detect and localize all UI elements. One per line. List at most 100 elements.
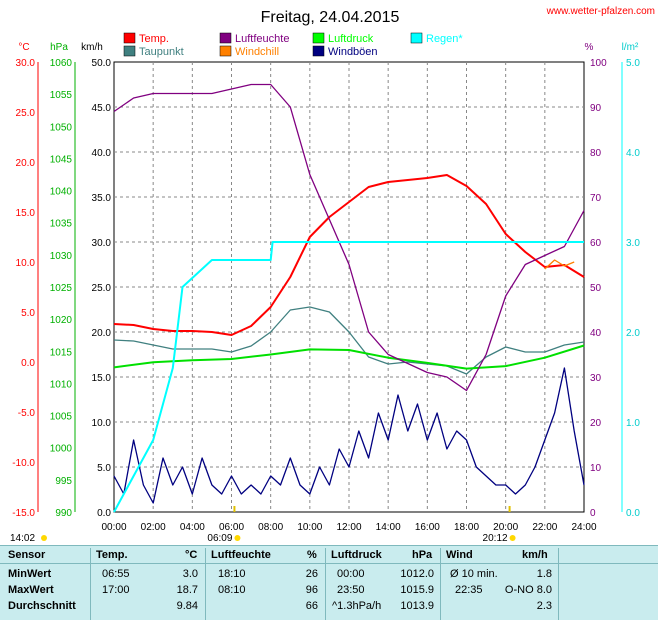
temperature-tick-label: -5.0: [18, 408, 36, 419]
temperature-tick-label: 25.0: [16, 108, 36, 119]
humidity-tick-label: 50: [590, 283, 602, 294]
stats-wind-unit: km/h: [522, 549, 548, 561]
time-tick-label: 04:00: [180, 522, 205, 533]
stats-press-trend: ^1.3hPa/h: [332, 600, 382, 612]
x-axis-ticks: 00:00 02:00 04:00 06:00 08:00 10:00 12:00 14:00…: [101, 522, 596, 533]
humidity-tick-label: 0: [590, 508, 596, 519]
temperature-tick-label: -10.0: [12, 458, 35, 469]
pressure-tick-label: 1060: [50, 58, 73, 69]
stats-sensor-header: Sensor: [8, 549, 46, 561]
wind-tick-label: 35.0: [92, 193, 112, 204]
stats-hum-max-time: 08:10: [218, 584, 246, 596]
humidity-tick-label: 40: [590, 328, 602, 339]
wind-tick-label: 45.0: [92, 103, 112, 114]
humidity-tick-label: 30: [590, 373, 602, 384]
pressure-tick-label: 995: [55, 476, 72, 487]
left-axes-ticks: 30.0 25.0 20.0 15.0 10.0 5.0 0.0 -5.0 -10.0 -15.0…: [12, 58, 111, 519]
pressure-tick-label: 1050: [50, 122, 73, 133]
temperature-tick-label: -15.0: [12, 508, 35, 519]
humidity-tick-label: 100: [590, 58, 607, 69]
time-tick-label: 02:00: [141, 522, 166, 533]
wind-tick-label: 50.0: [92, 58, 112, 69]
temperature-tick-label: 5.0: [21, 308, 35, 319]
stats-wind-header: Wind: [446, 549, 473, 561]
pressure-tick-label: 1000: [50, 444, 73, 455]
daylight-icon: [41, 535, 47, 541]
stats-row-min: MinWert: [8, 568, 52, 580]
pressure-tick-label: 1055: [50, 90, 73, 101]
stats-temp-max-value: 18.7: [176, 584, 198, 596]
time-tick-label: 12:00: [336, 522, 361, 533]
sunrise-icon: [234, 535, 241, 541]
stats-temp-min-value: 3.0: [182, 568, 198, 580]
stats-hum-max-value: 96: [305, 584, 318, 596]
legend-swatch: [312, 32, 325, 44]
rain-tick-label: 0.0: [626, 508, 640, 519]
stats-hum-min-value: 26: [305, 568, 318, 580]
pressure-tick-label: 1030: [50, 251, 73, 262]
series-line-luftfeuchte: [113, 83, 585, 392]
stats-temp-avg-value: 9.84: [176, 600, 198, 612]
pressure-tick-label: 1035: [50, 219, 73, 230]
legend-label: Windböen: [328, 46, 378, 58]
wind-tick-label: 15.0: [92, 373, 112, 384]
series-line-windben: [113, 367, 585, 504]
legend-label: Taupunkt: [139, 46, 184, 58]
time-tick-label: 16:00: [415, 522, 440, 533]
humidity-tick-label: 80: [590, 148, 602, 159]
stats-temp-unit: °C: [185, 549, 198, 561]
humidity-tick-label: 20: [590, 418, 602, 429]
legend-swatch: [123, 45, 136, 57]
legend-label: Regen*: [426, 33, 463, 45]
sun-markers: 06:09 20:12 14:02: [10, 506, 516, 544]
pressure-tick-label: 1005: [50, 412, 73, 423]
time-tick-label: 10:00: [297, 522, 322, 533]
stats-hum-avg-value: 66: [305, 600, 318, 612]
stats-hum-header: Luftfeuchte: [211, 549, 271, 561]
pressure-tick-label: 1020: [50, 315, 73, 326]
legend-swatch: [410, 32, 423, 44]
stats-press-header: Luftdruck: [331, 549, 382, 561]
rain-tick-label: 3.0: [626, 238, 640, 249]
time-tick-label: 20:00: [493, 522, 518, 533]
stats-temp-max-time: 17:00: [102, 584, 130, 596]
stats-temp-min-time: 06:55: [102, 568, 130, 580]
wind-unit-label: km/h: [81, 42, 103, 53]
temperature-tick-label: 15.0: [16, 208, 36, 219]
stats-press-avg-value: 1013.9: [400, 600, 434, 612]
rain-tick-label: 4.0: [626, 148, 640, 159]
stats-press-max-time: 23:50: [337, 584, 365, 596]
rain-tick-label: 1.0: [626, 418, 640, 429]
sunset-icon: [509, 535, 516, 541]
rain-tick-label: 5.0: [626, 58, 640, 69]
wind-tick-label: 20.0: [92, 328, 112, 339]
legend-swatch: [312, 45, 325, 57]
temperature-tick-label: 0.0: [21, 358, 35, 369]
stats-wind-max-time: 22:35: [455, 584, 483, 596]
chart-legend: Temp. Luftfeuchte Luftdruck Regen* Taupunkt W…: [123, 32, 463, 58]
time-tick-label: 18:00: [454, 522, 479, 533]
stats-wind-min-value: 1.8: [536, 568, 552, 580]
humidity-unit-label: %: [585, 42, 594, 53]
time-tick-label: 06:00: [219, 522, 244, 533]
chart-title: Freitag, 24.04.2015: [261, 9, 400, 26]
stats-row-avg: Durchschnitt: [8, 600, 76, 612]
time-tick-label: 00:00: [101, 522, 126, 533]
stats-press-min-time: 00:00: [337, 568, 365, 580]
humidity-tick-label: 70: [590, 193, 602, 204]
wind-tick-label: 0.0: [97, 508, 111, 519]
temperature-tick-label: 10.0: [16, 258, 36, 269]
stats-row-max: MaxWert: [8, 584, 54, 596]
website-link[interactable]: www.wetter-pfalzen.com: [546, 6, 655, 17]
series-line-temp: [113, 174, 585, 336]
statistics-table: Sensor Temp. °C Luftfeuchte % Luftdruck …: [0, 545, 658, 620]
wind-tick-label: 5.0: [97, 463, 111, 474]
stats-press-unit: hPa: [412, 549, 433, 561]
pressure-tick-label: 1010: [50, 379, 73, 390]
wind-tick-label: 40.0: [92, 148, 112, 159]
temperature-tick-label: 30.0: [16, 58, 36, 69]
stats-hum-min-time: 18:10: [218, 568, 246, 580]
series-line-taupunkt: [113, 306, 585, 375]
humidity-tick-label: 60: [590, 238, 602, 249]
